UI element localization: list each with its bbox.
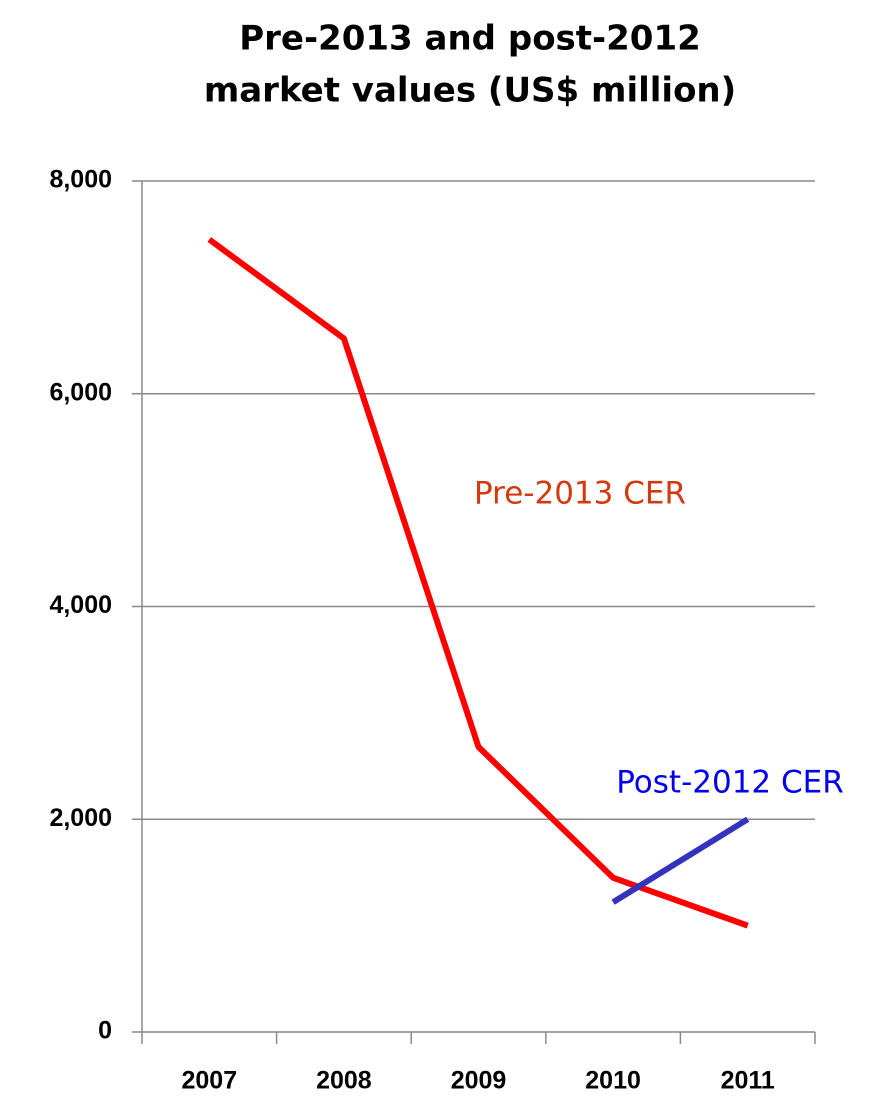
x-tick-label: 2009 [451,1067,507,1095]
x-tick-label: 2008 [316,1067,372,1095]
series-label: Pre-2013 CER [474,476,686,512]
x-tick-label: 2010 [585,1067,641,1095]
y-tick-label: 8,000 [49,166,112,194]
series-label: Post-2012 CER [616,765,844,801]
chart-title: Pre-2013 and post-2012 [239,19,701,59]
series-line [207,237,749,929]
chart-title: market values (US$ million) [204,71,736,111]
x-tick-label: 2011 [721,1067,775,1095]
y-tick-label: 2,000 [49,804,112,832]
y-tick-label: 6,000 [49,378,112,406]
y-tick-label: 0 [98,1017,112,1045]
series-line [611,816,750,905]
y-tick-label: 4,000 [49,591,112,619]
x-tick-label: 2007 [181,1067,237,1095]
